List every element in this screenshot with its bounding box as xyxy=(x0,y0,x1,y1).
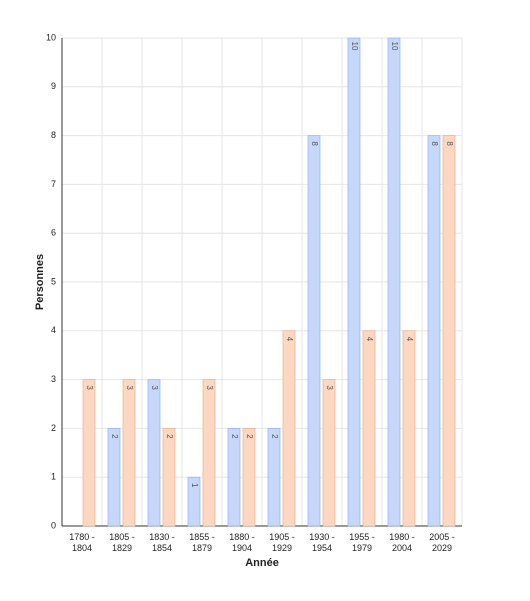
data-label: 3 xyxy=(325,385,334,390)
data-label: 4 xyxy=(405,337,414,342)
x-tick-label: 2005 - 2029 xyxy=(429,532,455,553)
data-label: 2 xyxy=(245,434,254,439)
x-tick-label: 1955 - 1979 xyxy=(349,532,375,553)
y-tick-label: 3 xyxy=(51,374,56,384)
bar xyxy=(347,37,361,527)
bar xyxy=(107,428,121,527)
bar xyxy=(227,428,241,527)
bar xyxy=(162,428,176,527)
y-tick-label: 7 xyxy=(51,179,56,189)
data-label: 8 xyxy=(430,141,439,146)
data-label: 2 xyxy=(165,434,174,439)
bar xyxy=(242,428,256,527)
data-label: 3 xyxy=(125,385,134,390)
bar xyxy=(282,330,296,527)
data-label: 3 xyxy=(150,385,159,390)
data-label: 3 xyxy=(85,385,94,390)
data-label: 2 xyxy=(110,434,119,439)
x-tick-label: 1780 - 1804 xyxy=(69,532,95,553)
x-tick-label: 1930 - 1954 xyxy=(309,532,335,553)
bar xyxy=(322,379,336,527)
x-axis-title: Année xyxy=(245,557,279,569)
y-tick-label: 4 xyxy=(51,325,56,335)
data-label: 4 xyxy=(285,337,294,342)
y-tick-label: 9 xyxy=(51,81,56,91)
data-label: 3 xyxy=(205,385,214,390)
bar xyxy=(147,379,161,527)
bar xyxy=(187,476,201,527)
y-axis-title: Personnes xyxy=(34,254,46,310)
bar xyxy=(442,135,456,527)
data-label: 10 xyxy=(350,42,359,51)
bar xyxy=(82,379,96,527)
data-label: 10 xyxy=(390,42,399,51)
bar xyxy=(267,428,281,527)
data-label: 1 xyxy=(190,483,199,488)
y-tick-label: 1 xyxy=(51,472,56,482)
bar xyxy=(387,37,401,527)
bar xyxy=(427,135,441,527)
x-tick-label: 1980 - 2004 xyxy=(389,532,415,553)
data-label: 4 xyxy=(365,337,374,342)
y-tick-label: 6 xyxy=(51,228,56,238)
y-tick-label: 10 xyxy=(46,32,56,42)
bar xyxy=(202,379,216,527)
data-label: 8 xyxy=(310,141,319,146)
x-tick-label: 1805 - 1829 xyxy=(109,532,135,553)
y-tick-label: 8 xyxy=(51,130,56,140)
data-label: 8 xyxy=(445,141,454,146)
y-tick-label: 5 xyxy=(51,276,56,286)
x-tick-label: 1855 - 1879 xyxy=(189,532,215,553)
y-tick-label: 0 xyxy=(51,520,56,530)
bar xyxy=(307,135,321,527)
y-tick-label: 2 xyxy=(51,423,56,433)
data-label: 2 xyxy=(230,434,239,439)
bar xyxy=(122,379,136,527)
x-tick-label: 1830 - 1854 xyxy=(149,532,175,553)
x-tick-label: 1905 - 1929 xyxy=(269,532,295,553)
bar xyxy=(402,330,416,527)
data-label: 2 xyxy=(270,434,279,439)
bar xyxy=(362,330,376,527)
x-tick-label: 1880 - 1904 xyxy=(229,532,255,553)
